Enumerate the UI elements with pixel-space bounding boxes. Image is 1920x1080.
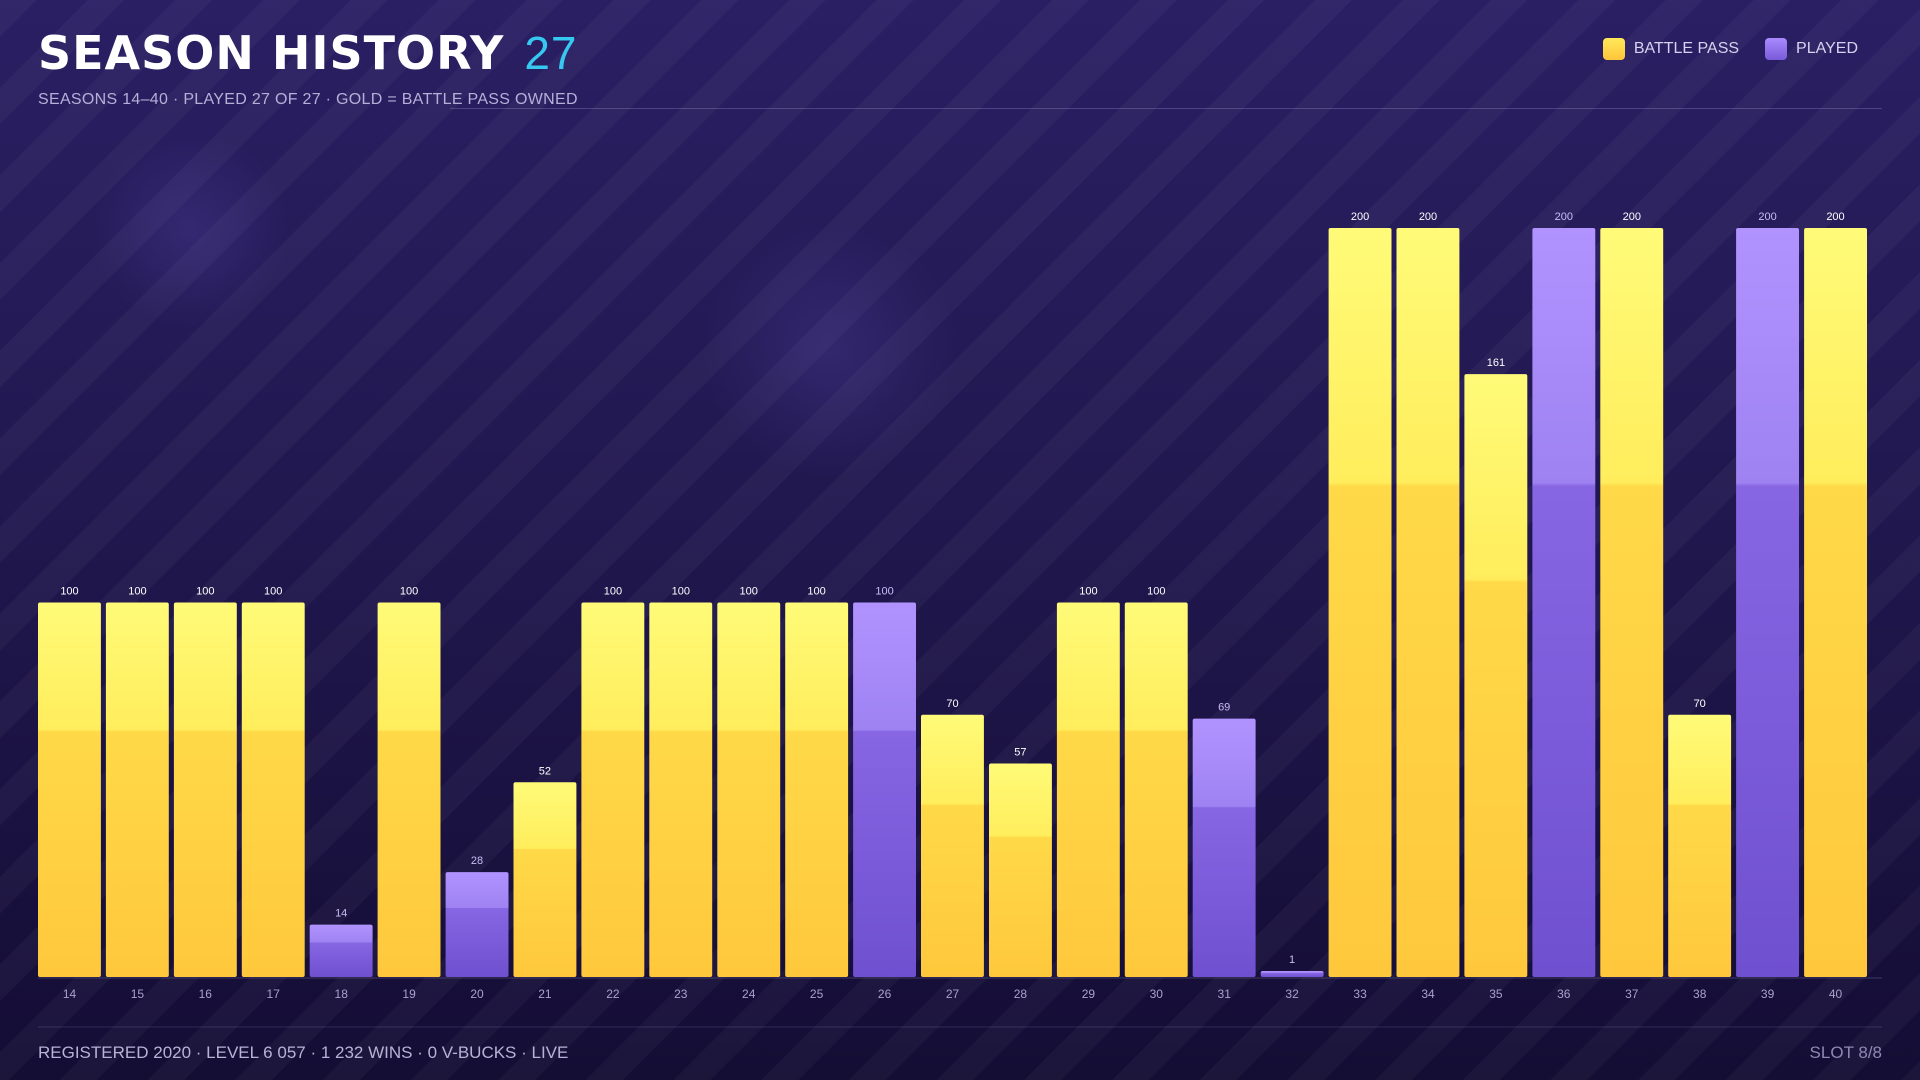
bar-value-label: 70 <box>946 698 958 710</box>
bar-season-36 <box>1532 228 1596 977</box>
x-tick-label: 31 <box>1218 987 1232 1001</box>
x-tick-label: 22 <box>606 987 620 1001</box>
season-count: 27 <box>524 27 578 79</box>
bar-value-label: 161 <box>1487 357 1505 369</box>
page-title: SEASON HISTORY 27 <box>38 26 578 80</box>
header-divider <box>450 108 1882 109</box>
bar-season-38 <box>1668 714 1732 977</box>
bar-value-label: 69 <box>1218 702 1230 714</box>
x-tick-label: 29 <box>1082 987 1096 1001</box>
bar-value-label: 200 <box>1623 211 1641 223</box>
bar-value-label: 70 <box>1694 698 1706 710</box>
bar-value-label: 14 <box>335 908 347 920</box>
legend-label: PLAYED <box>1796 40 1858 57</box>
bar-value-label: 100 <box>740 586 758 598</box>
bar-season-24 <box>717 602 781 977</box>
bar-value-label: 100 <box>1079 586 1097 598</box>
x-tick-label: 27 <box>946 987 960 1001</box>
battle-pass-swatch <box>1602 38 1625 60</box>
bar-season-18 <box>309 924 373 977</box>
page-subtitle: SEASONS 14–40 · PLAYED 27 OF 27 · GOLD =… <box>38 91 578 108</box>
bar-value-label: 100 <box>672 586 690 598</box>
legend-item-played: PLAYED <box>1765 38 1858 60</box>
bar-season-19 <box>377 602 441 977</box>
x-tick-label: 37 <box>1625 987 1639 1001</box>
bar-value-label: 200 <box>1555 211 1573 223</box>
bar-value-label: 52 <box>539 765 551 777</box>
bar-group: 100 14 100 15 100 16 100 17 14 18 100 19 28 20 52 21 100… <box>38 211 1867 1001</box>
legend-label: BATTLE PASS <box>1633 40 1740 57</box>
x-tick-label: 14 <box>63 987 77 1001</box>
bar-season-23 <box>649 602 713 977</box>
played-swatch <box>1765 38 1788 60</box>
bar-season-16 <box>173 602 237 977</box>
bar-season-20 <box>445 872 509 977</box>
bar-season-34 <box>1396 228 1460 977</box>
x-tick-label: 24 <box>742 987 756 1001</box>
bar-season-15 <box>105 602 169 977</box>
bar-season-17 <box>241 602 305 977</box>
bar-season-39 <box>1736 228 1799 977</box>
bar-value-label: 1 <box>1289 954 1295 966</box>
bar-value-label: 200 <box>1351 211 1369 223</box>
bar-season-30 <box>1124 602 1188 977</box>
x-tick-label: 33 <box>1353 987 1367 1001</box>
bar-value-label: 100 <box>604 586 622 598</box>
bar-value-label: 28 <box>471 855 483 867</box>
bar-season-37 <box>1600 228 1664 977</box>
bar-season-33 <box>1328 228 1392 977</box>
x-tick-label: 32 <box>1285 987 1299 1001</box>
bar-season-28 <box>989 763 1052 977</box>
bar-season-25 <box>785 602 849 977</box>
x-tick-label: 17 <box>267 987 281 1001</box>
x-tick-label: 26 <box>878 987 892 1001</box>
bar-value-label: 100 <box>128 586 146 598</box>
bar-value-label: 100 <box>196 586 214 598</box>
bar-value-label: 200 <box>1419 211 1437 223</box>
bar-value-label: 100 <box>400 586 418 598</box>
x-tick-label: 18 <box>335 987 349 1001</box>
bar-value-label: 100 <box>60 586 78 598</box>
bar-season-32 <box>1260 971 1324 977</box>
chart-legend: BATTLE PASS PLAYED <box>1602 38 1858 60</box>
x-tick-label: 16 <box>199 987 213 1001</box>
x-tick-label: 38 <box>1693 987 1707 1001</box>
x-tick-label: 19 <box>402 987 416 1001</box>
bar-season-40 <box>1804 228 1867 977</box>
x-tick-label: 40 <box>1829 987 1843 1001</box>
bar-season-22 <box>581 602 645 977</box>
x-tick-label: 21 <box>538 987 552 1001</box>
bar-value-label: 57 <box>1014 747 1026 759</box>
x-tick-label: 20 <box>470 987 484 1001</box>
legend-item-battle-pass: BATTLE PASS <box>1602 38 1740 60</box>
bar-season-21 <box>513 782 577 977</box>
bar-season-26 <box>853 602 916 977</box>
bar-season-35 <box>1464 374 1528 978</box>
account-summary: REGISTERED 2020 · LEVEL 6 057 · 1 232 WI… <box>38 1043 569 1062</box>
x-tick-label: 30 <box>1150 987 1164 1001</box>
bar-season-29 <box>1056 602 1120 977</box>
bar-value-label: 100 <box>875 586 893 598</box>
x-tick-label: 36 <box>1557 987 1571 1001</box>
x-tick-label: 34 <box>1421 987 1435 1001</box>
bar-season-14 <box>38 602 101 977</box>
slot-indicator: SLOT 8/8 <box>1809 1043 1882 1062</box>
x-tick-label: 23 <box>674 987 688 1001</box>
title-text: SEASON HISTORY <box>38 26 505 80</box>
bar-value-label: 100 <box>807 586 825 598</box>
bar-season-31 <box>1192 718 1256 977</box>
bar-season-27 <box>921 714 984 977</box>
bar-value-label: 100 <box>264 586 282 598</box>
x-tick-label: 15 <box>131 987 145 1001</box>
x-tick-label: 35 <box>1489 987 1503 1001</box>
bar-value-label: 200 <box>1758 211 1776 223</box>
x-tick-label: 39 <box>1761 987 1775 1001</box>
x-tick-label: 25 <box>810 987 824 1001</box>
bar-value-label: 200 <box>1826 211 1844 223</box>
bar-value-label: 100 <box>1147 586 1165 598</box>
x-tick-label: 28 <box>1014 987 1028 1001</box>
